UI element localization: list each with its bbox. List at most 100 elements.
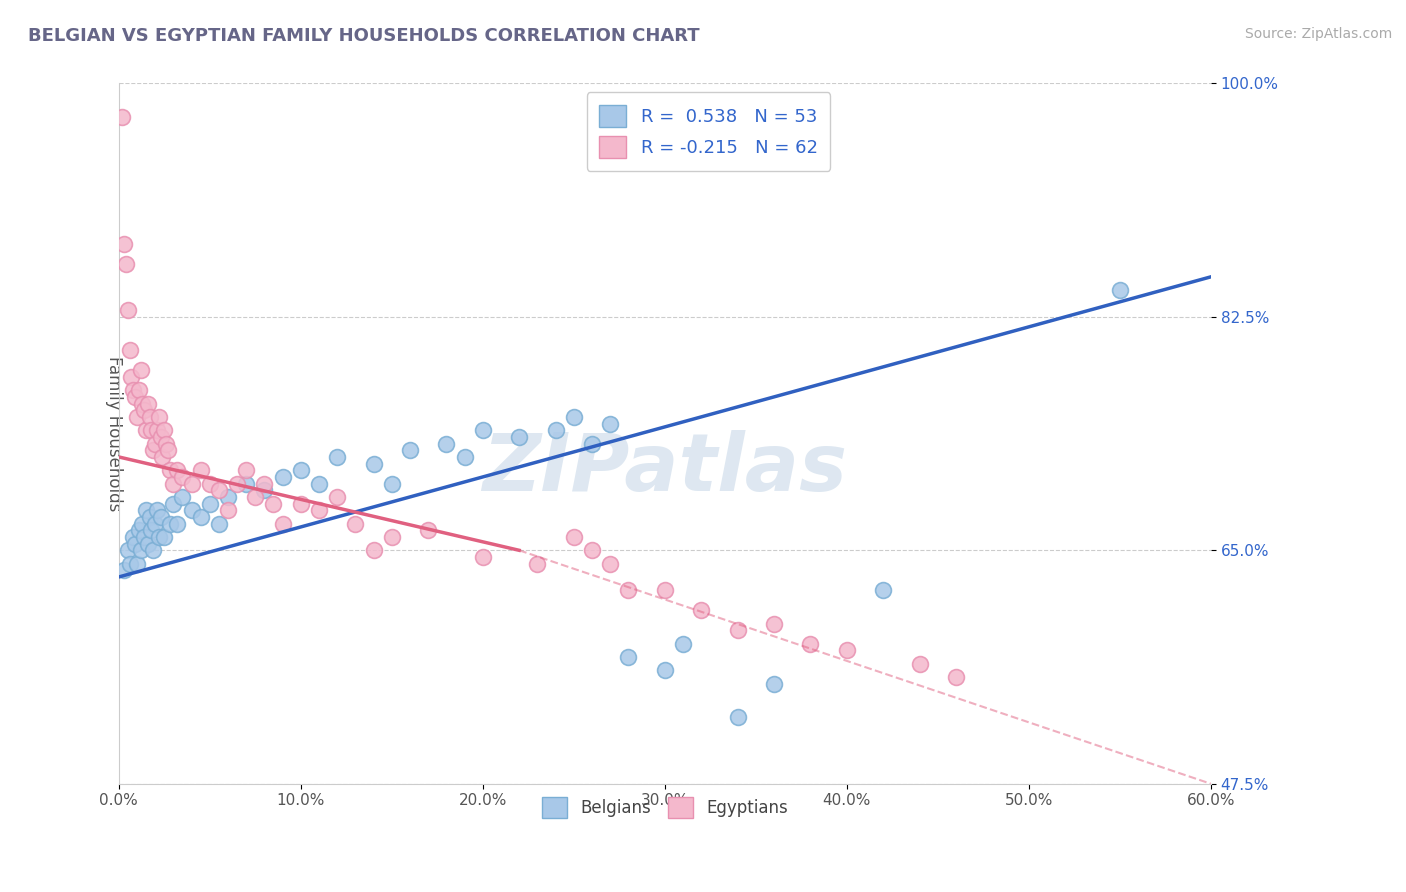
Point — [226, 476, 249, 491]
Point — [762, 616, 785, 631]
Point — [198, 497, 221, 511]
Point — [142, 543, 165, 558]
Point — [581, 436, 603, 450]
Point — [190, 463, 212, 477]
Point — [581, 543, 603, 558]
Point — [672, 637, 695, 651]
Point — [142, 443, 165, 458]
Point — [180, 503, 202, 517]
Point — [172, 490, 194, 504]
Point — [159, 463, 181, 477]
Point — [727, 624, 749, 638]
Point — [471, 549, 494, 564]
Point — [945, 670, 967, 684]
Point — [253, 483, 276, 498]
Point — [617, 650, 640, 665]
Point — [131, 396, 153, 410]
Point — [111, 110, 134, 124]
Point — [129, 543, 152, 558]
Text: ZIPatlas: ZIPatlas — [482, 430, 848, 508]
Point — [148, 409, 170, 424]
Point — [799, 637, 821, 651]
Point — [149, 430, 172, 444]
Point — [727, 710, 749, 724]
Point — [872, 583, 894, 598]
Point — [118, 557, 141, 571]
Point — [217, 503, 239, 517]
Point — [253, 476, 276, 491]
Point — [198, 476, 221, 491]
Point — [129, 363, 152, 377]
Point — [134, 530, 156, 544]
Point — [326, 490, 349, 504]
Point — [141, 524, 163, 538]
Point — [290, 463, 312, 477]
Text: Source: ZipAtlas.com: Source: ZipAtlas.com — [1244, 27, 1392, 41]
Point — [112, 236, 135, 251]
Point — [155, 436, 177, 450]
Point — [149, 510, 172, 524]
Legend: Belgians, Egyptians: Belgians, Egyptians — [536, 790, 794, 824]
Point — [112, 563, 135, 577]
Point — [363, 457, 385, 471]
Point — [1108, 283, 1130, 297]
Point — [121, 370, 143, 384]
Point — [835, 643, 858, 657]
Point — [526, 557, 548, 571]
Point — [363, 543, 385, 558]
Point — [128, 524, 150, 538]
Point — [122, 383, 145, 397]
Point — [599, 417, 621, 431]
Point — [156, 443, 179, 458]
Point — [146, 503, 169, 517]
Point — [136, 536, 159, 550]
Point — [117, 303, 139, 318]
Point — [122, 530, 145, 544]
Y-axis label: Family Households: Family Households — [105, 356, 122, 511]
Text: BELGIAN VS EGYPTIAN FAMILY HOUSEHOLDS CORRELATION CHART: BELGIAN VS EGYPTIAN FAMILY HOUSEHOLDS CO… — [28, 27, 700, 45]
Point — [172, 470, 194, 484]
Point — [434, 436, 457, 450]
Point — [381, 476, 404, 491]
Point — [271, 470, 294, 484]
Point — [166, 516, 188, 531]
Point — [399, 443, 422, 458]
Point — [190, 510, 212, 524]
Point — [471, 423, 494, 437]
Point — [654, 583, 676, 598]
Point — [124, 390, 146, 404]
Point — [690, 603, 713, 617]
Point — [153, 423, 176, 437]
Point — [115, 256, 138, 270]
Point — [271, 516, 294, 531]
Point — [262, 497, 284, 511]
Point — [135, 423, 157, 437]
Point — [453, 450, 475, 464]
Point — [180, 476, 202, 491]
Point — [143, 516, 166, 531]
Point — [418, 524, 440, 538]
Point — [131, 516, 153, 531]
Point — [308, 503, 330, 517]
Point — [217, 490, 239, 504]
Point — [143, 436, 166, 450]
Point — [128, 383, 150, 397]
Point — [162, 476, 184, 491]
Point — [308, 476, 330, 491]
Point — [762, 676, 785, 690]
Point — [562, 409, 585, 424]
Point — [125, 557, 148, 571]
Point — [381, 530, 404, 544]
Point — [544, 423, 567, 437]
Point — [599, 557, 621, 571]
Point — [908, 657, 931, 671]
Point — [654, 664, 676, 678]
Point — [508, 430, 530, 444]
Point — [245, 490, 267, 504]
Point — [562, 530, 585, 544]
Point — [159, 516, 181, 531]
Point — [135, 503, 157, 517]
Point — [208, 483, 231, 498]
Point — [326, 450, 349, 464]
Point — [125, 409, 148, 424]
